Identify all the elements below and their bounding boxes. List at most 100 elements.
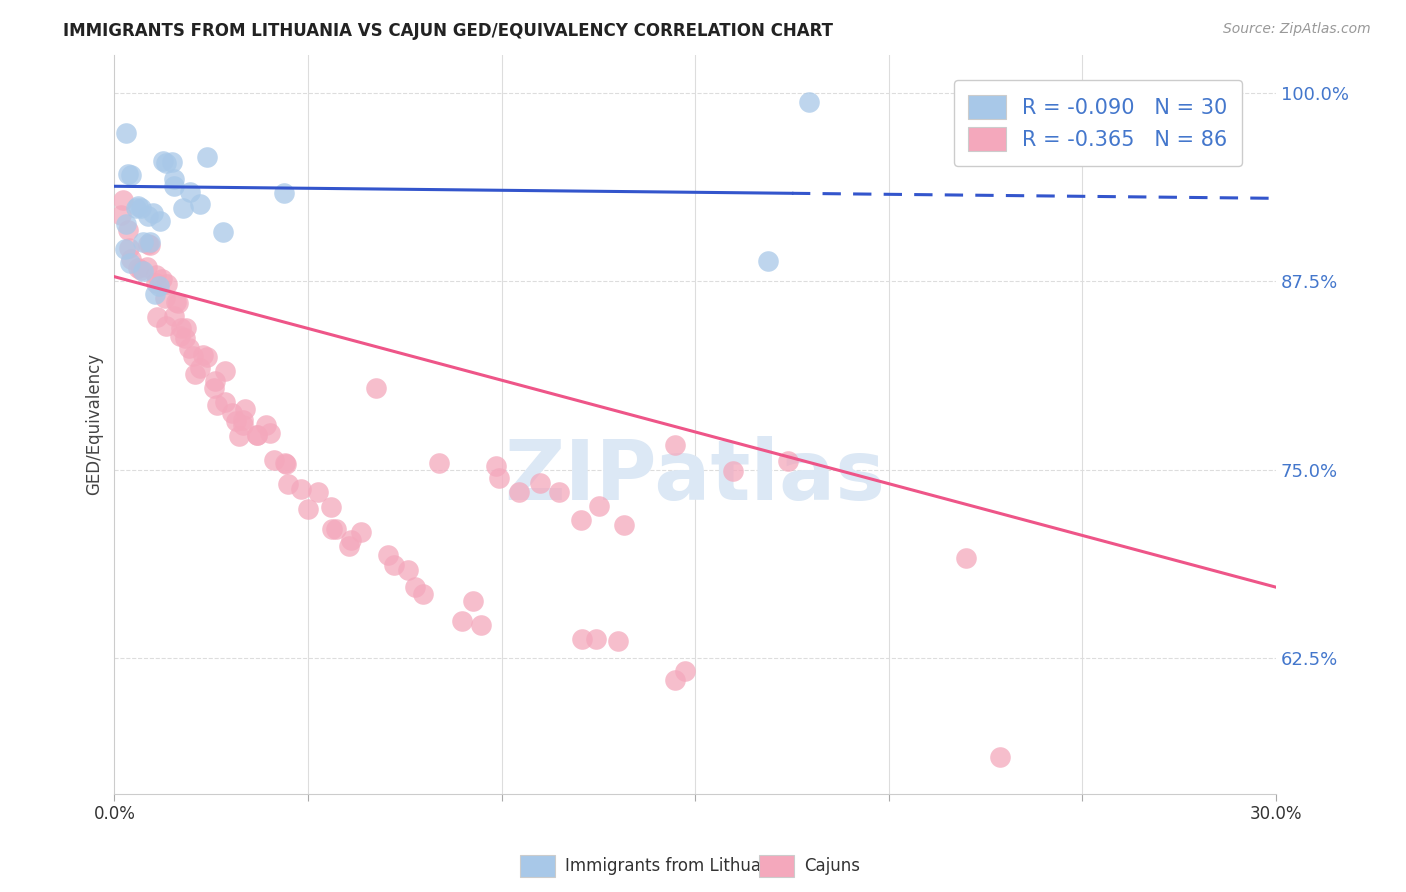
Point — [111, 194, 134, 208]
Text: ZIPatlas: ZIPatlas — [505, 435, 886, 516]
Point — [277, 477, 299, 491]
Point — [606, 633, 628, 648]
Point — [404, 580, 426, 594]
Point — [163, 179, 186, 194]
Point — [263, 453, 285, 467]
Point — [202, 381, 225, 395]
Point — [212, 225, 235, 239]
Point — [118, 241, 141, 255]
Point — [117, 222, 139, 236]
Point — [274, 457, 297, 471]
Point — [131, 264, 153, 278]
Point — [204, 374, 226, 388]
Point — [508, 485, 530, 500]
Point — [145, 277, 167, 291]
Point — [132, 235, 155, 249]
Point — [259, 426, 281, 441]
Point — [214, 395, 236, 409]
Point — [988, 749, 1011, 764]
Point — [195, 150, 218, 164]
Point — [127, 261, 149, 276]
Point — [246, 428, 269, 442]
Point — [721, 464, 744, 478]
Point — [179, 185, 201, 199]
Point — [664, 438, 686, 452]
Point — [114, 242, 136, 256]
Point — [110, 208, 132, 222]
Point — [585, 632, 607, 647]
Text: IMMIGRANTS FROM LITHUANIA VS CAJUN GED/EQUIVALENCY CORRELATION CHART: IMMIGRANTS FROM LITHUANIA VS CAJUN GED/E… — [63, 22, 834, 40]
Point — [152, 153, 174, 168]
Point — [228, 428, 250, 442]
Point — [337, 539, 360, 553]
Point — [246, 428, 269, 442]
Point — [148, 279, 170, 293]
Point — [366, 381, 388, 395]
Point — [169, 328, 191, 343]
Point — [273, 186, 295, 200]
Point — [155, 318, 177, 333]
Point — [613, 517, 636, 532]
Point — [146, 310, 169, 324]
Point — [129, 263, 152, 277]
Point — [149, 214, 172, 228]
Point — [232, 417, 254, 432]
Point — [225, 414, 247, 428]
Point — [184, 367, 207, 381]
Point — [120, 169, 142, 183]
Point — [799, 95, 821, 110]
Point — [396, 563, 419, 577]
Point — [117, 167, 139, 181]
Point — [195, 351, 218, 365]
Point — [136, 210, 159, 224]
Point — [155, 155, 177, 169]
Point — [177, 341, 200, 355]
Point — [307, 485, 329, 500]
Point — [321, 522, 343, 536]
Point — [176, 321, 198, 335]
Point — [139, 235, 162, 249]
Point — [571, 632, 593, 646]
Point — [145, 268, 167, 282]
Point — [153, 291, 176, 305]
Point — [136, 260, 159, 274]
Point — [664, 673, 686, 688]
Point — [350, 525, 373, 540]
Point — [450, 614, 472, 628]
Point — [125, 201, 148, 215]
Point — [529, 476, 551, 491]
Point — [488, 471, 510, 485]
Point — [165, 295, 187, 310]
Point — [172, 202, 194, 216]
Point — [233, 402, 256, 417]
Point — [776, 454, 799, 468]
Point — [955, 551, 977, 566]
Point — [193, 348, 215, 362]
Point — [588, 499, 610, 513]
Text: Source: ZipAtlas.com: Source: ZipAtlas.com — [1223, 22, 1371, 37]
Point — [143, 287, 166, 301]
Point — [274, 456, 297, 470]
Point — [115, 217, 138, 231]
Point — [181, 349, 204, 363]
Text: Cajuns: Cajuns — [804, 857, 860, 875]
Legend: R = -0.090   N = 30, R = -0.365   N = 86: R = -0.090 N = 30, R = -0.365 N = 86 — [953, 80, 1243, 166]
Point — [163, 309, 186, 323]
Point — [254, 418, 277, 433]
Point — [169, 321, 191, 335]
Point — [207, 398, 229, 412]
Point — [129, 202, 152, 216]
Point — [173, 331, 195, 345]
Point — [470, 618, 492, 632]
Point — [115, 126, 138, 140]
Point — [150, 272, 173, 286]
Point — [190, 197, 212, 211]
Point — [325, 522, 347, 536]
Point — [319, 500, 342, 514]
Point — [756, 254, 779, 268]
Point — [485, 459, 508, 474]
Point — [232, 413, 254, 427]
Point — [166, 296, 188, 310]
Text: Immigrants from Lithuania: Immigrants from Lithuania — [565, 857, 786, 875]
Y-axis label: GED/Equivalency: GED/Equivalency — [86, 353, 103, 495]
